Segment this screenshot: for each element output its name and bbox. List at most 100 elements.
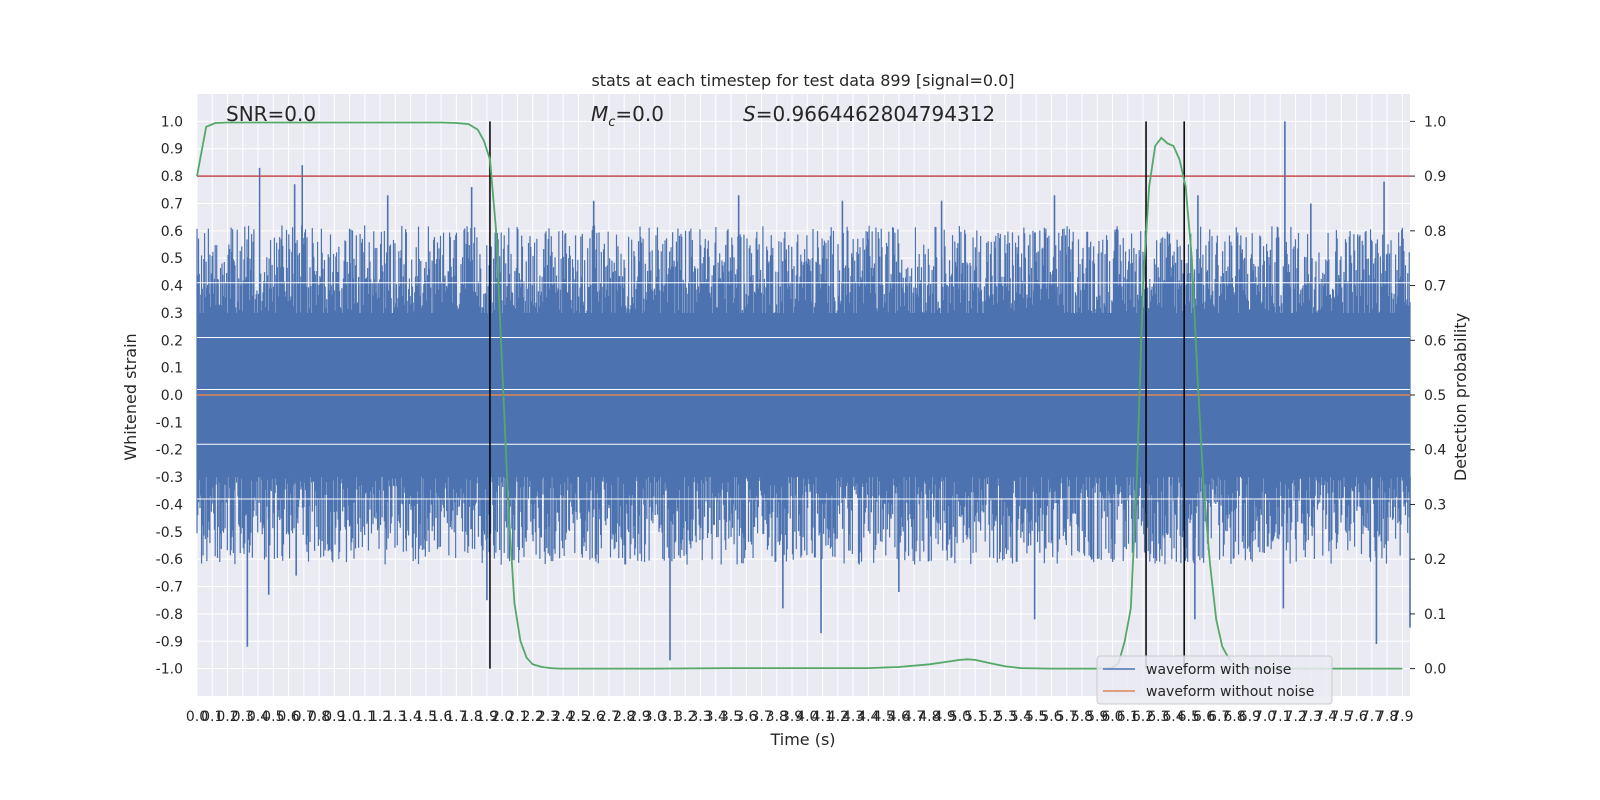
x-tick-label: 4.7 (903, 709, 925, 725)
x-tick-label: 4.5 (872, 709, 894, 725)
x-tick-label: 3.2 (674, 709, 696, 725)
snr-annotation: SNR=0.0 (226, 102, 316, 126)
left-tick-label: 0.9 (161, 142, 183, 158)
x-axis-label: Time (s) (769, 730, 835, 749)
x-tick-label: 4.4 (857, 709, 879, 725)
x-tick-label: 3.0 (644, 709, 666, 725)
left-tick-label: 0.5 (161, 251, 183, 267)
x-tick-label: 6.7 (1208, 709, 1230, 725)
x-tick-label: 7.5 (1330, 709, 1352, 725)
x-tick-label: 1.0 (338, 709, 360, 725)
x-tick-label: 3.9 (781, 709, 803, 725)
chart-title: stats at each timestep for test data 899… (591, 71, 1014, 90)
x-tick-label: 7.1 (1269, 709, 1291, 725)
x-tick-label: 0.2 (216, 709, 238, 725)
left-tick-label: -0.3 (156, 470, 183, 486)
left-tick-label: -0.9 (156, 634, 183, 650)
left-tick-label: -0.1 (156, 415, 183, 431)
x-tick-label: 0.6 (277, 709, 299, 725)
x-tick-label: 3.4 (705, 709, 727, 725)
x-tick-label: 2.1 (506, 709, 528, 725)
left-tick-label: -0.7 (156, 580, 183, 596)
right-tick-label: 0.4 (1424, 443, 1446, 459)
mc-symbol: M (591, 102, 608, 126)
x-tick-label: 5.7 (1056, 709, 1078, 725)
left-axis-label: Whitened strain (121, 333, 140, 460)
x-tick-label: 4.0 (796, 709, 818, 725)
x-tick-label: 5.1 (964, 709, 986, 725)
detection-probability-line (196, 121, 1403, 670)
x-tick-label: 0.8 (308, 709, 330, 725)
x-tick-label: 1.6 (430, 709, 452, 725)
x-tick-label: 1.4 (399, 709, 421, 725)
x-tick-label: 5.6 (1040, 709, 1062, 725)
left-tick-label: 0.4 (161, 279, 183, 295)
x-tick-label: 6.6 (1193, 709, 1215, 725)
x-tick-label: 2.4 (552, 709, 574, 725)
x-tick-label: 6.3 (1147, 709, 1169, 725)
x-tick-label: 0.7 (293, 709, 315, 725)
x-tick-label: 6.0 (1101, 709, 1123, 725)
x-tick-label: 2.3 (537, 709, 559, 725)
x-tick-label: 4.6 (888, 709, 910, 725)
x-tick-label: 7.4 (1315, 709, 1337, 725)
x-tick-label: 5.8 (1071, 709, 1093, 725)
x-tick-label: 3.7 (750, 709, 772, 725)
left-tick-label: -0.2 (156, 443, 183, 459)
x-tick-label: 6.8 (1223, 709, 1245, 725)
x-tick-label: 1.1 (354, 709, 376, 725)
x-tick-label: 0.3 (232, 709, 254, 725)
x-tick-label: 5.9 (1086, 709, 1108, 725)
x-tick-label: 7.8 (1376, 709, 1398, 725)
x-tick-label: 2.6 (583, 709, 605, 725)
left-tick-label: 0.8 (161, 169, 183, 185)
x-tick-label: 3.5 (720, 709, 742, 725)
x-tick-label: 0.5 (262, 709, 284, 725)
x-tick-label: 6.9 (1239, 709, 1261, 725)
x-tick-label: 0.0 (186, 709, 208, 725)
x-tick-label: 0.4 (247, 709, 269, 725)
right-axis-ticks: 0.0 0.1 0.2 0.3 0.4 0.5 0.6 0.7 0.8 0.9 1.0 (1410, 114, 1446, 678)
x-tick-label: 2.2 (522, 709, 544, 725)
left-tick-label: -1.0 (156, 662, 183, 678)
left-tick-label: 0.7 (161, 196, 183, 212)
x-tick-label: 7.6 (1345, 709, 1367, 725)
x-tick-label: 7.2 (1284, 709, 1306, 725)
x-tick-label: 7.7 (1361, 709, 1383, 725)
s-value: =0.9664462804794312 (756, 102, 995, 126)
left-tick-label: -0.8 (156, 607, 183, 623)
right-tick-label: 0.1 (1424, 607, 1446, 623)
left-tick-label: -0.4 (156, 497, 183, 513)
right-tick-label: 0.0 (1424, 662, 1446, 678)
x-tick-label: 7.0 (1254, 709, 1276, 725)
x-tick-label: 1.9 (476, 709, 498, 725)
right-axis-label: Detection probability (1451, 313, 1470, 481)
x-tick-label: 1.2 (369, 709, 391, 725)
x-tick-label: 5.4 (1010, 709, 1032, 725)
legend-label-clean: waveform without noise (1146, 684, 1314, 700)
x-tick-label: 4.8 (918, 709, 940, 725)
legend-box (1096, 655, 1333, 705)
x-axis-ticks: 0.00.10.20.30.40.50.60.70.80.91.01.11.21… (186, 709, 1414, 725)
x-tick-label: 5.5 (1025, 709, 1047, 725)
x-tick-label: 1.3 (384, 709, 406, 725)
statistic-annotation: S=0.9664462804794312 (743, 102, 995, 126)
left-tick-label: 0.6 (161, 224, 183, 240)
left-tick-label: 0.2 (161, 333, 183, 349)
legend-label-noise: waveform with noise (1146, 662, 1291, 678)
left-tick-label: -0.6 (156, 552, 183, 568)
left-tick-label: 0.0 (161, 388, 183, 404)
x-tick-label: 5.0 (949, 709, 971, 725)
right-tick-label: 0.9 (1424, 169, 1446, 185)
x-tick-label: 6.5 (1178, 709, 1200, 725)
x-tick-label: 6.1 (1117, 709, 1139, 725)
x-tick-label: 2.9 (628, 709, 650, 725)
right-tick-label: 0.8 (1424, 224, 1446, 240)
x-tick-label: 4.2 (827, 709, 849, 725)
x-tick-label: 0.9 (323, 709, 345, 725)
legend: waveform with noise waveform without noi… (1096, 655, 1333, 705)
x-tick-label: 3.6 (735, 709, 757, 725)
x-tick-label: 3.8 (766, 709, 788, 725)
x-tick-label: 7.9 (1391, 709, 1413, 725)
